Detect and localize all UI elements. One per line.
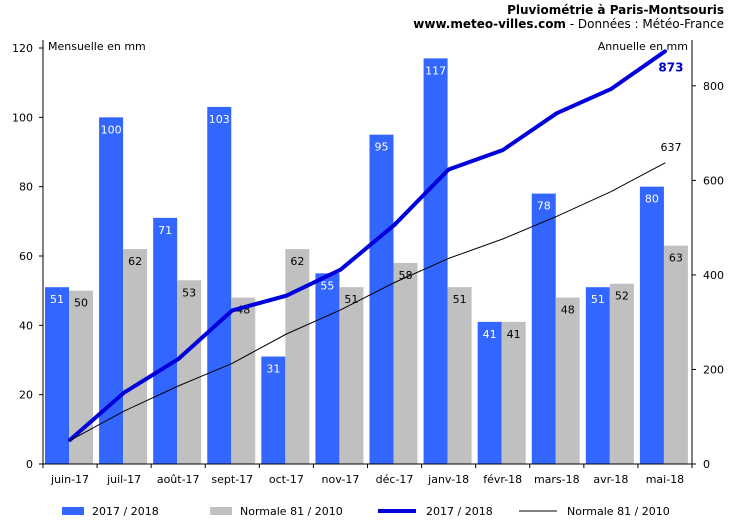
x-tick-label: oct-17 xyxy=(269,473,304,486)
bar-value-label: 53 xyxy=(182,286,196,299)
bar-normal xyxy=(231,297,256,464)
right-tick-label: 0 xyxy=(703,458,710,471)
x-tick-label: juin-17 xyxy=(50,473,89,486)
x-tick-label: avr-18 xyxy=(593,473,628,486)
bar-value-label: 41 xyxy=(483,328,497,341)
left-tick-label: 60 xyxy=(19,250,33,263)
line-end-label: 637 xyxy=(660,141,681,154)
bar-normal xyxy=(447,287,472,464)
x-tick-label: mai-18 xyxy=(646,473,684,486)
bar-normal xyxy=(609,283,634,464)
left-tick-label: 40 xyxy=(19,319,33,332)
left-tick-label: 0 xyxy=(26,458,33,471)
bar-normal xyxy=(393,262,418,464)
bar-observed xyxy=(207,106,232,464)
bar-value-label: 62 xyxy=(128,255,142,268)
bar-value-label: 103 xyxy=(209,113,230,126)
legend-label: 2017 / 2018 xyxy=(426,505,493,518)
bar-observed xyxy=(477,321,502,464)
bar-observed xyxy=(315,273,340,464)
x-tick-label: janv-18 xyxy=(427,473,469,486)
bar-observed xyxy=(639,186,664,464)
x-tick-label: déc-17 xyxy=(376,473,414,486)
bar-observed xyxy=(153,217,178,464)
legend-swatch xyxy=(62,507,84,515)
left-axis-label: Mensuelle en mm xyxy=(48,40,146,53)
legend-label: Normale 81 / 2010 xyxy=(240,505,343,518)
bar-value-label: 63 xyxy=(669,252,683,265)
bar-value-label: 55 xyxy=(320,279,334,292)
bar-value-label: 50 xyxy=(74,297,88,310)
cumulative-line-observed xyxy=(68,49,667,442)
x-tick-label: août-17 xyxy=(157,473,200,486)
right-axis-label: Annuelle en mm xyxy=(598,40,688,53)
line-end-label: 873 xyxy=(658,60,683,74)
site-name: www.meteo-villes.com xyxy=(413,17,566,31)
data-source: - Données : Météo-France xyxy=(565,17,724,31)
bar-observed xyxy=(585,287,610,464)
bar-normal xyxy=(177,280,202,464)
bar-normal xyxy=(123,249,148,464)
bar-observed xyxy=(45,287,69,464)
chart-title: Pluviométrie à Paris-Montsouris xyxy=(507,3,724,17)
x-tick-label: mars-18 xyxy=(534,473,580,486)
bar-value-label: 80 xyxy=(645,193,659,206)
bar-observed xyxy=(423,58,448,465)
bar-normal xyxy=(285,249,310,464)
left-tick-label: 80 xyxy=(19,181,33,194)
bar-observed xyxy=(531,193,556,464)
bar-normal xyxy=(339,287,364,464)
bar-value-label: 48 xyxy=(561,304,575,317)
bar-normal xyxy=(663,245,688,464)
right-tick-label: 600 xyxy=(703,174,724,187)
right-tick-label: 200 xyxy=(703,363,724,376)
x-tick-label: nov-17 xyxy=(322,473,360,486)
bar-value-label: 62 xyxy=(290,255,304,268)
bar-value-label: 95 xyxy=(375,141,389,154)
legend-label: Normale 81 / 2010 xyxy=(567,505,670,518)
left-tick-label: 20 xyxy=(19,389,33,402)
bar-value-label: 51 xyxy=(50,293,64,306)
bar-value-label: 117 xyxy=(425,64,446,77)
bar-value-label: 51 xyxy=(591,293,605,306)
bar-normal xyxy=(501,321,526,464)
cumulative-line-normal xyxy=(69,162,666,441)
x-tick-label: févr-18 xyxy=(483,473,522,486)
x-tick-label: juil-17 xyxy=(106,473,141,486)
bar-value-label: 52 xyxy=(615,290,629,303)
x-tick-label: sept-17 xyxy=(211,473,253,486)
bar-normal xyxy=(555,297,580,464)
bar-observed xyxy=(261,356,286,464)
bar-value-label: 31 xyxy=(266,363,280,376)
bar-value-label: 51 xyxy=(453,293,467,306)
right-tick-label: 400 xyxy=(703,269,724,282)
chart-subtitle: www.meteo-villes.com - Données : Météo-F… xyxy=(413,17,724,31)
legend-swatch xyxy=(210,507,232,515)
left-tick-label: 120 xyxy=(12,42,33,55)
bar-value-label: 100 xyxy=(101,123,122,136)
legend-label: 2017 / 2018 xyxy=(92,505,159,518)
bar-value-label: 78 xyxy=(537,200,551,213)
left-tick-label: 100 xyxy=(12,111,33,124)
bar-observed xyxy=(369,134,394,464)
right-tick-label: 800 xyxy=(703,80,724,93)
bar-value-label: 71 xyxy=(158,224,172,237)
bar-value-label: 41 xyxy=(507,328,521,341)
